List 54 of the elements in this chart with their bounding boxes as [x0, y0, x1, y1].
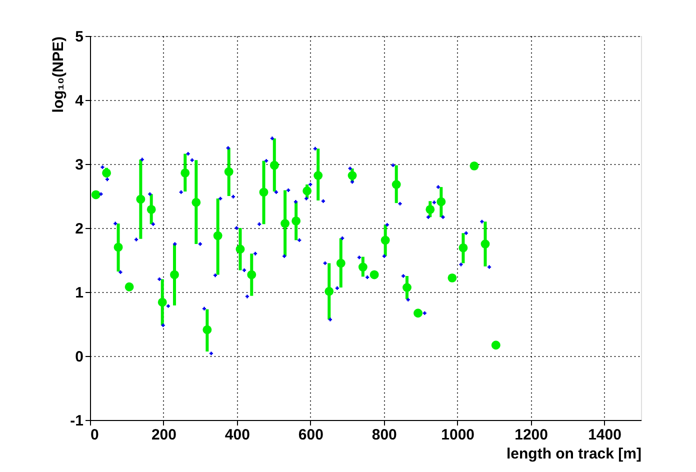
- point: [470, 161, 479, 170]
- point: [402, 283, 412, 292]
- x-tick-label: 1000: [441, 426, 475, 444]
- point: [91, 190, 100, 200]
- point: [247, 270, 256, 280]
- point: [213, 231, 222, 240]
- y-axis-title: log₁₀(NPE): [50, 36, 68, 113]
- point: [158, 298, 167, 307]
- point: [480, 240, 490, 248]
- y-tick-label: 1: [75, 284, 84, 302]
- point: [114, 242, 123, 252]
- point: [146, 204, 156, 214]
- x-tick-label: 200: [151, 426, 176, 444]
- point: [414, 308, 422, 318]
- point: [436, 197, 446, 206]
- x-axis-title: length on track [m]: [506, 446, 642, 462]
- x-tick-label: 800: [372, 426, 397, 444]
- y-tick-label: 0: [75, 348, 84, 366]
- x-tick-label: 1200: [514, 426, 548, 444]
- point: [448, 273, 457, 282]
- y-tick-label: 4: [75, 92, 84, 110]
- point: [170, 270, 179, 280]
- point: [370, 270, 379, 280]
- point: [380, 236, 390, 245]
- point: [302, 186, 312, 196]
- point: [102, 168, 111, 178]
- y-tick-label: 2: [75, 220, 84, 238]
- point: [124, 282, 134, 292]
- point: [224, 167, 234, 176]
- x-tick-label: 1400: [588, 426, 622, 444]
- point: [348, 171, 357, 180]
- point: [292, 216, 301, 226]
- point: [458, 243, 468, 252]
- point: [136, 194, 146, 204]
- point: [491, 340, 500, 350]
- point: [192, 198, 201, 207]
- x-tick-label: 400: [224, 426, 250, 444]
- point: [180, 168, 190, 178]
- point: [324, 286, 334, 296]
- point: [202, 325, 212, 334]
- y-tick-label: 5: [75, 28, 84, 46]
- point: [358, 262, 368, 272]
- x-tick-label: 0: [90, 426, 99, 444]
- point: [314, 171, 323, 180]
- point: [280, 219, 290, 228]
- point: [270, 160, 279, 170]
- point: [259, 188, 268, 197]
- point: [236, 244, 245, 254]
- y-tick-label: -1: [70, 412, 84, 430]
- point: [336, 258, 346, 268]
- point: [392, 180, 401, 189]
- point: [426, 204, 435, 214]
- x-tick-label: 600: [298, 426, 324, 444]
- y-tick-label: 3: [75, 156, 84, 174]
